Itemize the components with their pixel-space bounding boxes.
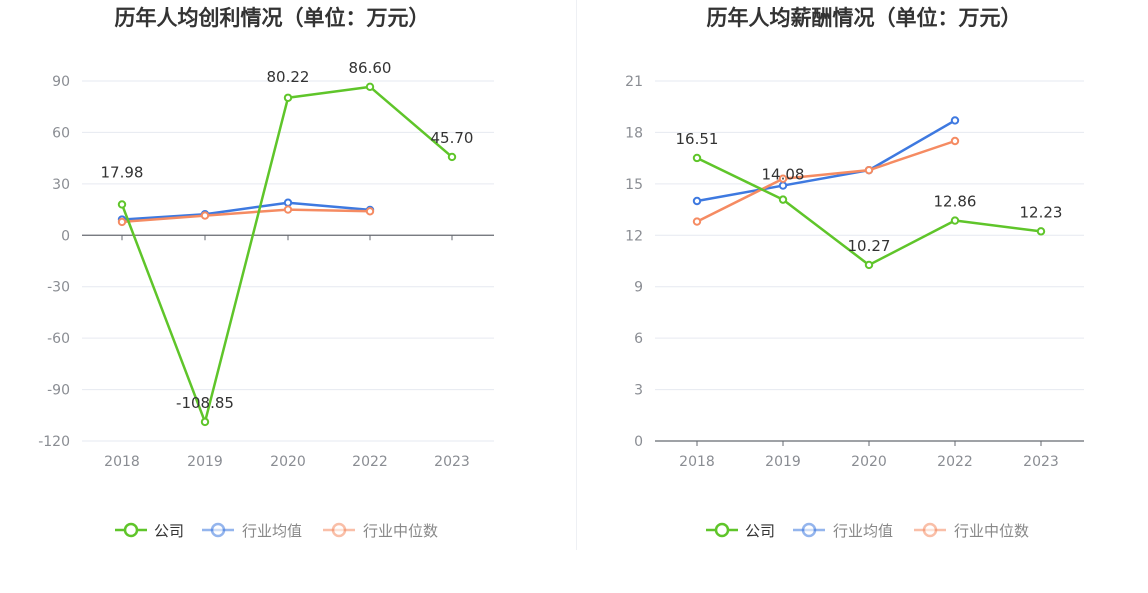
salary-chart-grid [655,80,1084,442]
y-tick-label: -60 [47,331,70,347]
data-point-median[interactable] [692,217,702,226]
x-tick-label: 2023 [434,454,470,470]
x-tick-label: 2018 [679,454,715,470]
profit-chart-data-labels: 17.98 -108.85 80.22 86.60 45.70 [101,59,474,412]
panel-divider [576,0,577,550]
y-tick-label: 21 [625,74,643,90]
legend-item-avg[interactable]: 行业均值 [202,522,302,540]
data-point-median[interactable] [864,165,874,175]
data-label-company: 45.70 [431,129,474,147]
legend-median-label: 行业中位数 [954,522,1029,540]
legend-company-icon [123,522,139,538]
data-point-company[interactable] [447,152,457,162]
x-tick-label: 2018 [104,454,140,470]
x-tick-label: 2019 [765,454,801,470]
legend-avg-label: 行业均值 [242,522,302,540]
profit-chart-title: 历年人均创利情况（单位：万元） [115,6,430,30]
profit-chart-y-axis: 90 60 30 0 -30 -60 -90 -120 [38,74,70,450]
data-label-company: 12.86 [934,193,977,211]
x-tick-label: 2019 [187,454,223,470]
salary-chart-title: 历年人均薪酬情况（单位：万元） [707,6,1022,30]
legend-company-label: 公司 [745,522,775,540]
y-tick-label: 15 [625,177,643,193]
data-point-median[interactable] [950,136,960,146]
data-point-avg[interactable] [692,196,702,206]
profit-chart-grid [82,80,494,442]
data-point-company[interactable] [283,93,293,102]
legend-item-median[interactable]: 行业中位数 [323,522,438,540]
legend-median-icon [331,522,347,538]
x-tick-label: 2023 [1023,454,1059,470]
y-tick-label: 30 [52,177,70,193]
data-label-company: 10.27 [848,237,891,255]
series-line-median [121,208,371,224]
data-point-company[interactable] [1036,227,1046,236]
legend-median-label: 行业中位数 [363,522,438,540]
legend-avg-icon [801,522,817,538]
legend-item-median[interactable]: 行业中位数 [914,522,1029,540]
data-point-median[interactable] [778,174,788,183]
data-label-company: -108.85 [176,394,234,412]
series-line-company [120,85,453,424]
data-label-company: 16.51 [676,130,719,148]
y-tick-label: -90 [47,383,70,399]
x-tick-label: 2020 [270,454,306,470]
data-point-median[interactable] [117,217,127,227]
y-tick-label: 6 [634,331,643,347]
data-point-company[interactable] [864,260,874,270]
y-tick-label: 3 [634,383,643,399]
salary-chart-legend[interactable]: 公司 行业均值 行业中位数 [706,522,1029,540]
series-line-avg [121,201,371,221]
legend-company-label: 公司 [154,522,184,540]
data-label-company: 17.98 [101,163,144,181]
y-tick-label: 0 [61,228,70,244]
series-line-avg [696,119,956,203]
salary-chart-x-axis: 2018 2019 2020 2022 2023 [679,441,1059,470]
profit-chart-panel: 历年人均创利情况（单位：万元） 90 60 30 0 -30 -60 -90 -120 201… [38,6,494,540]
legend-item-avg[interactable]: 行业均值 [793,522,893,540]
y-tick-label: 60 [52,125,70,141]
data-point-median[interactable] [200,211,210,220]
salary-chart-y-axis: 21 18 15 12 9 6 3 0 [625,74,643,450]
salary-chart-panel: 历年人均薪酬情况（单位：万元） 21 18 15 12 9 6 3 0 2018 2019 202… [625,6,1084,540]
legend-median-icon [922,522,938,538]
profit-chart-legend[interactable]: 公司 行业均值 行业中位数 [115,522,438,540]
data-point-company[interactable] [950,216,960,225]
profit-chart-series [117,82,457,427]
salary-chart-series [692,116,1046,270]
data-point-median[interactable] [365,207,375,216]
legend-item-company[interactable]: 公司 [115,522,184,540]
y-tick-label: -120 [38,434,70,450]
legend-avg-icon [210,522,226,538]
profit-chart-x-axis: 2018 2019 2020 2022 2023 [104,235,470,470]
data-label-company: 14.08 [762,166,805,184]
data-point-avg[interactable] [283,198,293,207]
y-tick-label: 12 [625,228,643,244]
data-point-company[interactable] [778,195,788,204]
y-tick-label: 18 [625,125,643,141]
y-tick-label: 90 [52,74,70,90]
y-tick-label: -30 [47,280,70,296]
data-label-company: 80.22 [267,68,310,86]
legend-item-company[interactable]: 公司 [706,522,775,540]
x-tick-label: 2022 [352,454,388,470]
series-line-median [696,139,956,223]
data-point-company[interactable] [692,153,702,163]
data-point-median[interactable] [283,205,293,214]
salary-chart-data-labels: 16.51 14.08 10.27 12.86 12.23 [676,130,1063,255]
legend-avg-label: 行业均值 [833,522,893,540]
x-tick-label: 2020 [851,454,887,470]
data-point-company[interactable] [117,200,127,209]
data-point-avg[interactable] [950,116,960,125]
data-point-company[interactable] [200,417,210,427]
data-point-company[interactable] [365,82,375,92]
y-tick-label: 9 [634,280,643,296]
x-tick-label: 2022 [937,454,973,470]
data-label-company: 12.23 [1020,203,1063,221]
y-tick-label: 0 [634,434,643,450]
legend-company-icon [714,522,730,538]
data-label-company: 86.60 [349,59,392,77]
